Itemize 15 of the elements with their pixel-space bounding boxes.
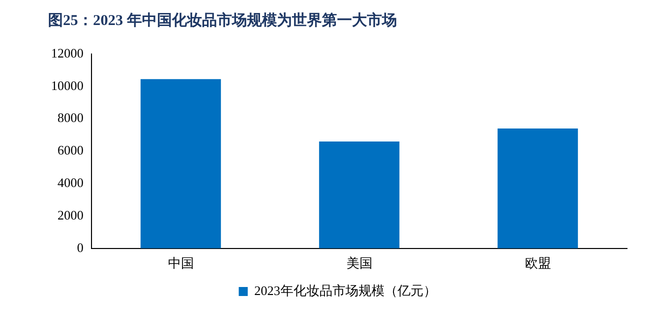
- bar: [319, 141, 400, 248]
- x-tick-label: 欧盟: [524, 256, 551, 271]
- x-tick-label: 美国: [346, 256, 372, 271]
- y-tick-label: 6000: [58, 142, 84, 158]
- x-tick-label: 中国: [168, 256, 194, 271]
- y-tick-label: 12000: [51, 45, 84, 60]
- y-tick-label: 4000: [58, 175, 84, 190]
- chart-title: 图25：2023 年中国化妆品市场规模为世界第一大市场: [48, 10, 397, 29]
- y-tick-label: 8000: [58, 110, 84, 126]
- y-tick-label: 10000: [51, 78, 84, 93]
- legend-label: 2023年化妆品市场规模（亿元）: [254, 282, 436, 298]
- bar: [498, 128, 578, 248]
- y-tick-label: 2000: [58, 207, 84, 222]
- bar: [140, 79, 221, 248]
- y-tick-label: 0: [77, 240, 84, 255]
